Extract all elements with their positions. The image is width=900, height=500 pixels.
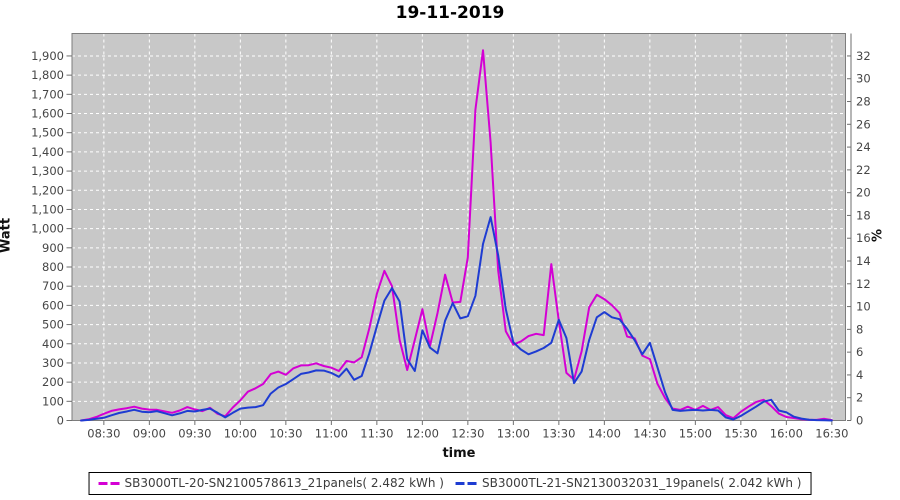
right-tick-label: 16	[856, 231, 871, 245]
x-tick-label: 09:30	[178, 427, 211, 441]
left-tick-label: 1,900	[31, 49, 64, 63]
legend-label-inverter-20: SB3000TL-20-SN2100578613_21panels( 2.482…	[124, 476, 444, 490]
left-tick-label: 1,800	[31, 68, 64, 82]
x-tick-label: 08:30	[87, 427, 120, 441]
x-tick-label: 14:30	[633, 427, 666, 441]
legend-label-inverter-21: SB3000TL-21-SN2130032031_19panels( 2.042…	[482, 476, 802, 490]
x-tick-label: 16:00	[770, 427, 803, 441]
left-tick-label: 1,100	[31, 202, 64, 216]
x-tick-label: 13:30	[542, 427, 575, 441]
left-tick-label: 300	[42, 356, 64, 370]
left-tick-label: 600	[42, 298, 64, 312]
left-tick-label: 1,300	[31, 164, 64, 178]
left-tick-label: 1,500	[31, 126, 64, 140]
x-tick-label: 11:30	[360, 427, 393, 441]
y-axis-left-title: Watt	[0, 217, 14, 254]
left-tick-label: 200	[42, 375, 64, 389]
x-tick-label: 14:00	[588, 427, 621, 441]
right-tick-label: 20	[856, 186, 871, 200]
right-tick-label: 0	[856, 414, 863, 428]
left-tick-label: 100	[42, 394, 64, 408]
series-line-1	[80, 216, 833, 422]
right-tick-label: 10	[856, 300, 871, 314]
x-tick-label: 12:30	[451, 427, 484, 441]
x-tick-label: 13:00	[497, 427, 530, 441]
x-tick-label: 15:30	[724, 427, 757, 441]
y-axis-right-title: %	[870, 228, 886, 243]
x-tick-label: 10:30	[269, 427, 302, 441]
x-tick-label: 09:00	[133, 427, 166, 441]
right-tick-label: 14	[856, 254, 871, 268]
left-tick-label: 800	[42, 260, 64, 274]
left-tick-label: 400	[42, 337, 64, 351]
right-tick-label: 8	[856, 322, 863, 336]
x-tick-label: 10:00	[224, 427, 257, 441]
left-tick-label: 1,000	[31, 222, 64, 236]
right-tick-label: 4	[856, 368, 863, 382]
right-tick-label: 32	[856, 49, 871, 63]
left-tick-label: 700	[42, 279, 64, 293]
right-tick-label: 30	[856, 72, 871, 86]
legend-swatch-inverter-20	[98, 481, 120, 485]
x-axis-title: time	[442, 446, 476, 461]
chart-title: 19-11-2019	[395, 3, 505, 23]
x-tick-label: 11:00	[315, 427, 348, 441]
x-tick-label: 16:30	[815, 427, 848, 441]
x-tick-label: 12:00	[406, 427, 439, 441]
left-tick-label: 900	[42, 241, 64, 255]
right-tick-label: 24	[856, 140, 871, 154]
right-tick-label: 6	[856, 345, 863, 359]
left-tick-label: 1,600	[31, 107, 64, 121]
x-tick-label: 15:00	[679, 427, 712, 441]
left-tick-label: 1,700	[31, 87, 64, 101]
left-tick-label: 0	[57, 414, 64, 428]
right-tick-label: 18	[856, 208, 871, 222]
left-tick-label: 1,400	[31, 145, 64, 159]
plot-border	[71, 33, 846, 421]
right-tick-label: 22	[856, 163, 871, 177]
right-tick-label: 2	[856, 391, 863, 405]
right-tick-label: 28	[856, 95, 871, 109]
right-tick-label: 12	[856, 277, 871, 291]
left-tick-label: 1,200	[31, 183, 64, 197]
right-tick-label: 26	[856, 117, 871, 131]
legend-swatch-inverter-21	[456, 481, 477, 485]
plot-area	[72, 33, 846, 421]
legend-item-inverter-20: SB3000TL-20-SN2100578613_21panels( 2.482…	[98, 476, 444, 490]
legend-item-inverter-21: SB3000TL-21-SN2130032031_19panels( 2.042…	[456, 476, 801, 490]
legend: SB3000TL-20-SN2100578613_21panels( 2.482…	[88, 472, 812, 495]
left-tick-label: 500	[42, 318, 64, 332]
